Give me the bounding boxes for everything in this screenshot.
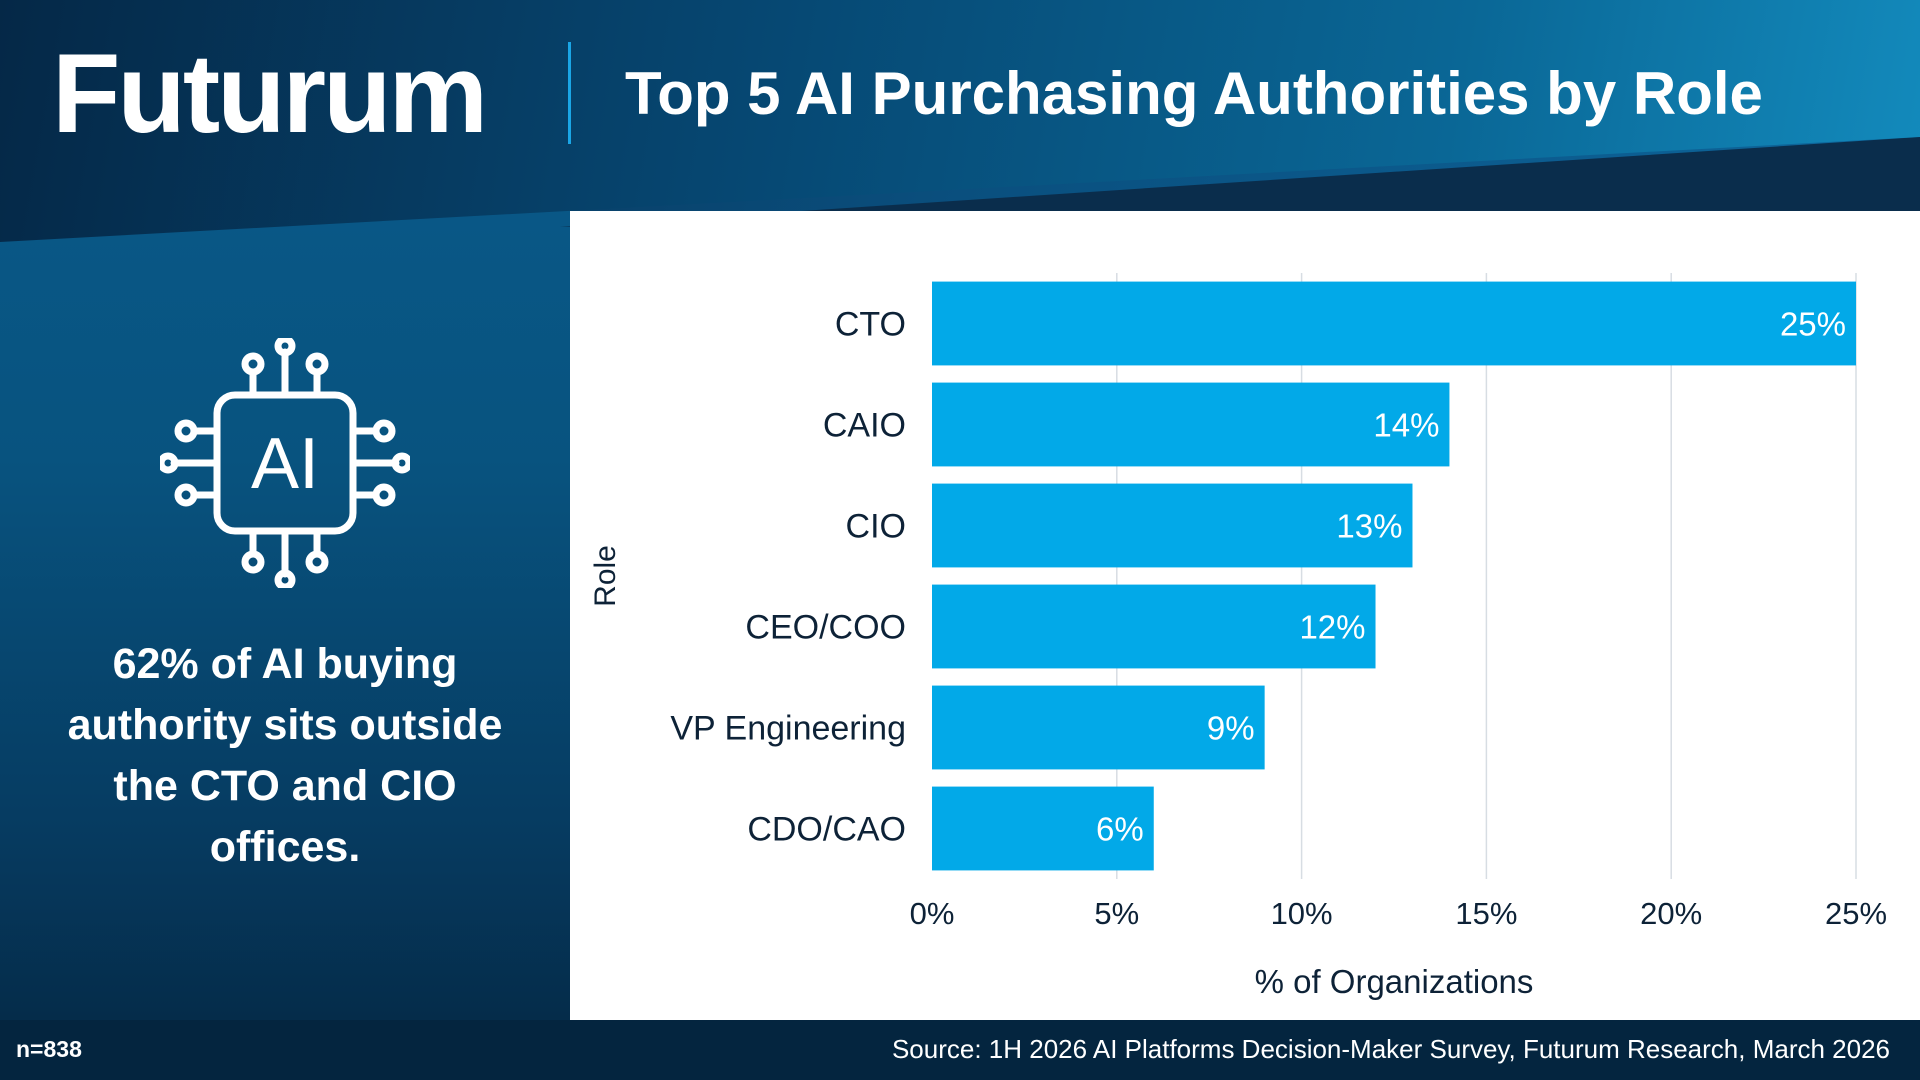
x-tick-label: 10% — [1271, 896, 1333, 931]
title-divider — [568, 42, 571, 144]
sample-size: n=838 — [16, 1036, 82, 1062]
source-note: Source: 1H 2026 AI Platforms Decision-Ma… — [891, 1034, 1890, 1064]
data-label: 6% — [1096, 811, 1144, 848]
x-axis-title: % of Organizations — [1255, 963, 1534, 1000]
bar-chart: 25% CTO 14% CAIO 13% CIO 12% CEO/COO 9% VP Engine… — [589, 273, 1887, 1000]
category-label: CEO/COO — [745, 609, 906, 647]
y-axis-title: Role — [589, 545, 622, 607]
data-label: 9% — [1207, 710, 1255, 747]
category-label: CDO/CAO — [747, 811, 906, 849]
x-tick-label: 25% — [1825, 896, 1887, 931]
data-label: 12% — [1299, 609, 1365, 646]
x-tick-label: 20% — [1640, 896, 1702, 931]
bar — [932, 281, 1856, 366]
page-title: Top 5 AI Purchasing Authorities by Role — [625, 60, 1763, 127]
x-tick-label: 15% — [1455, 896, 1517, 931]
ai-chip-icon: AI — [157, 335, 413, 591]
brand-logo: Futurum — [52, 31, 488, 156]
bar — [932, 685, 1265, 770]
ai-chip-label: AI — [251, 424, 319, 504]
category-label: CAIO — [823, 407, 906, 445]
bar — [932, 483, 1413, 568]
x-tick-label: 0% — [910, 896, 955, 931]
data-label: 13% — [1336, 508, 1402, 545]
data-label: 25% — [1780, 306, 1846, 343]
key-insight-callout: 62% of AI buying authority sits outside … — [67, 640, 503, 871]
footer-bar — [0, 1020, 1920, 1080]
chart-panel: 25% CTO 14% CAIO 13% CIO 12% CEO/COO 9% VP Engine… — [570, 211, 1920, 1020]
category-label: VP Engineering — [670, 710, 906, 748]
bar — [932, 382, 1450, 467]
bar — [932, 786, 1154, 871]
category-label: CTO — [835, 306, 906, 344]
bar — [932, 584, 1376, 669]
data-label: 14% — [1373, 407, 1439, 444]
category-label: CIO — [846, 508, 906, 546]
x-tick-label: 5% — [1094, 896, 1139, 931]
